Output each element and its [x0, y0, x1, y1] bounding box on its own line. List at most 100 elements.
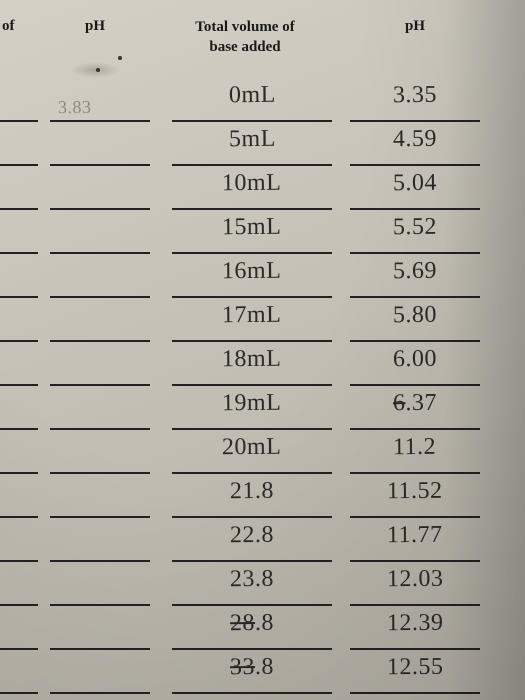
header-volume: Total volume of base added — [150, 18, 340, 57]
table-row: 17mL 5.80 — [0, 301, 525, 342]
value-volume: 33.8 — [230, 654, 274, 681]
value-ph-right: 6.00 — [393, 346, 437, 373]
blank-ph-right: 5.69 — [350, 258, 480, 298]
blank-ph-left — [50, 258, 150, 298]
blank-ph-left — [50, 522, 150, 562]
value-ph-right: 12.55 — [387, 654, 444, 681]
blank-ph-left — [50, 302, 150, 342]
blank-ph-right: 11.77 — [350, 522, 480, 562]
blank-ph-right: 5.04 — [350, 170, 480, 210]
value-ph-right: 4.59 — [393, 126, 437, 153]
blank-ph-right: 12.39 — [350, 610, 480, 650]
blank-volume: 5mL — [172, 126, 332, 166]
table-row: 23.8 12.03 — [0, 565, 525, 606]
blank-ph-left: 3.83 — [50, 82, 150, 122]
table-row: 21.8 11.52 — [0, 477, 525, 518]
blank-of — [0, 302, 38, 342]
blank-of — [0, 390, 38, 430]
blank-volume: 20mL — [172, 434, 332, 474]
value-ph-right: 5.80 — [393, 302, 437, 329]
value-volume: 15mL — [222, 214, 282, 242]
blank-ph-right: 11.52 — [350, 478, 480, 518]
blank-ph-right: 6.37 — [350, 390, 480, 430]
header-ph-right: pH — [340, 18, 490, 57]
value-ph-right: 6.37 — [393, 390, 437, 417]
table-row: 20mL 11.2 — [0, 433, 525, 474]
blank-ph-right: 5.80 — [350, 302, 480, 342]
header-volume-line1: Total volume of — [195, 19, 294, 35]
blank-ph-left — [50, 126, 150, 166]
blank-of — [0, 478, 38, 518]
pencil-mark — [96, 68, 100, 72]
blank-volume: 21.8 — [172, 478, 332, 518]
blank-of — [0, 566, 38, 606]
blank-of — [0, 346, 38, 386]
blank-of — [0, 170, 38, 210]
pencil-smudge — [70, 62, 120, 78]
blank-ph-left — [50, 434, 150, 474]
blank-of — [0, 126, 38, 166]
table-row: 5mL 4.59 — [0, 125, 525, 166]
blank-volume: 10mL — [172, 170, 332, 210]
value-volume: 22.8 — [230, 522, 274, 549]
blank-of — [0, 82, 38, 122]
value-volume: 20mL — [222, 434, 282, 462]
blank-ph-right: 11.2 — [350, 434, 480, 474]
blank-volume: 33.8 — [172, 654, 332, 694]
blank-ph-right: 12.55 — [350, 654, 480, 694]
blank-volume: 22.8 — [172, 522, 332, 562]
value-ph-right: 11.2 — [393, 434, 436, 461]
blank-ph-left — [50, 478, 150, 518]
value-ph-right: 5.04 — [393, 170, 437, 197]
header-volume-line2: base added — [209, 39, 280, 55]
value-ph-left: 3.83 — [58, 97, 92, 118]
value-volume: 17mL — [222, 302, 282, 330]
blank-of — [0, 610, 38, 650]
value-volume: 28.8 — [230, 610, 274, 637]
value-ph-right: 3.35 — [393, 82, 437, 109]
blank-of — [0, 258, 38, 298]
value-volume: 18mL — [222, 346, 282, 374]
value-volume: 0mL — [228, 82, 275, 109]
value-volume: 23.8 — [230, 566, 274, 593]
blank-ph-left — [50, 170, 150, 210]
blank-volume: 0mL — [172, 82, 332, 122]
blank-volume: 28.8 — [172, 610, 332, 650]
table-row: 33.8 12.55 — [0, 653, 525, 694]
pencil-mark — [118, 56, 122, 60]
data-rows: 3.83 0mL 3.35 5mL 4.59 10mL 5.04 15mL 5.5216mL5.… — [0, 77, 525, 694]
blank-ph-left — [50, 214, 150, 254]
blank-volume: 17mL — [172, 302, 332, 342]
blank-volume: 18mL — [172, 346, 332, 386]
worksheet-paper: of pH Total volume of base added pH 3.83… — [0, 0, 525, 700]
value-ph-right: 5.69 — [393, 258, 437, 285]
value-ph-right: 11.77 — [387, 522, 443, 549]
value-ph-right: 12.39 — [387, 610, 444, 637]
blank-volume: 19mL — [172, 390, 332, 430]
blank-ph-left — [50, 346, 150, 386]
value-ph-right: 11.52 — [387, 478, 443, 505]
table-row: 10mL 5.04 — [0, 169, 525, 210]
blank-volume: 23.8 — [172, 566, 332, 606]
value-volume: 19mL — [222, 390, 282, 418]
blank-ph-right: 12.03 — [350, 566, 480, 606]
blank-of — [0, 522, 38, 562]
table-row: 22.8 11.77 — [0, 521, 525, 562]
table-row: 28.8 12.39 — [0, 609, 525, 650]
blank-ph-right: 4.59 — [350, 126, 480, 166]
value-volume: 10mL — [222, 170, 282, 198]
header-of: of — [0, 18, 40, 57]
blank-ph-right: 6.00 — [350, 346, 480, 386]
header-ph-left: pH — [40, 18, 150, 57]
blank-ph-right: 5.52 — [350, 214, 480, 254]
table-row: 19mL 6.37 — [0, 389, 525, 430]
table-row: 18mL 6.00 — [0, 345, 525, 386]
blank-of — [0, 654, 38, 694]
blank-ph-left — [50, 610, 150, 650]
value-volume: 5mL — [228, 126, 275, 153]
blank-of — [0, 434, 38, 474]
value-volume: 21.8 — [230, 478, 274, 505]
table-row: 16mL5.69 — [0, 257, 525, 298]
blank-of — [0, 214, 38, 254]
table-row: 3.83 0mL 3.35 — [0, 81, 525, 122]
